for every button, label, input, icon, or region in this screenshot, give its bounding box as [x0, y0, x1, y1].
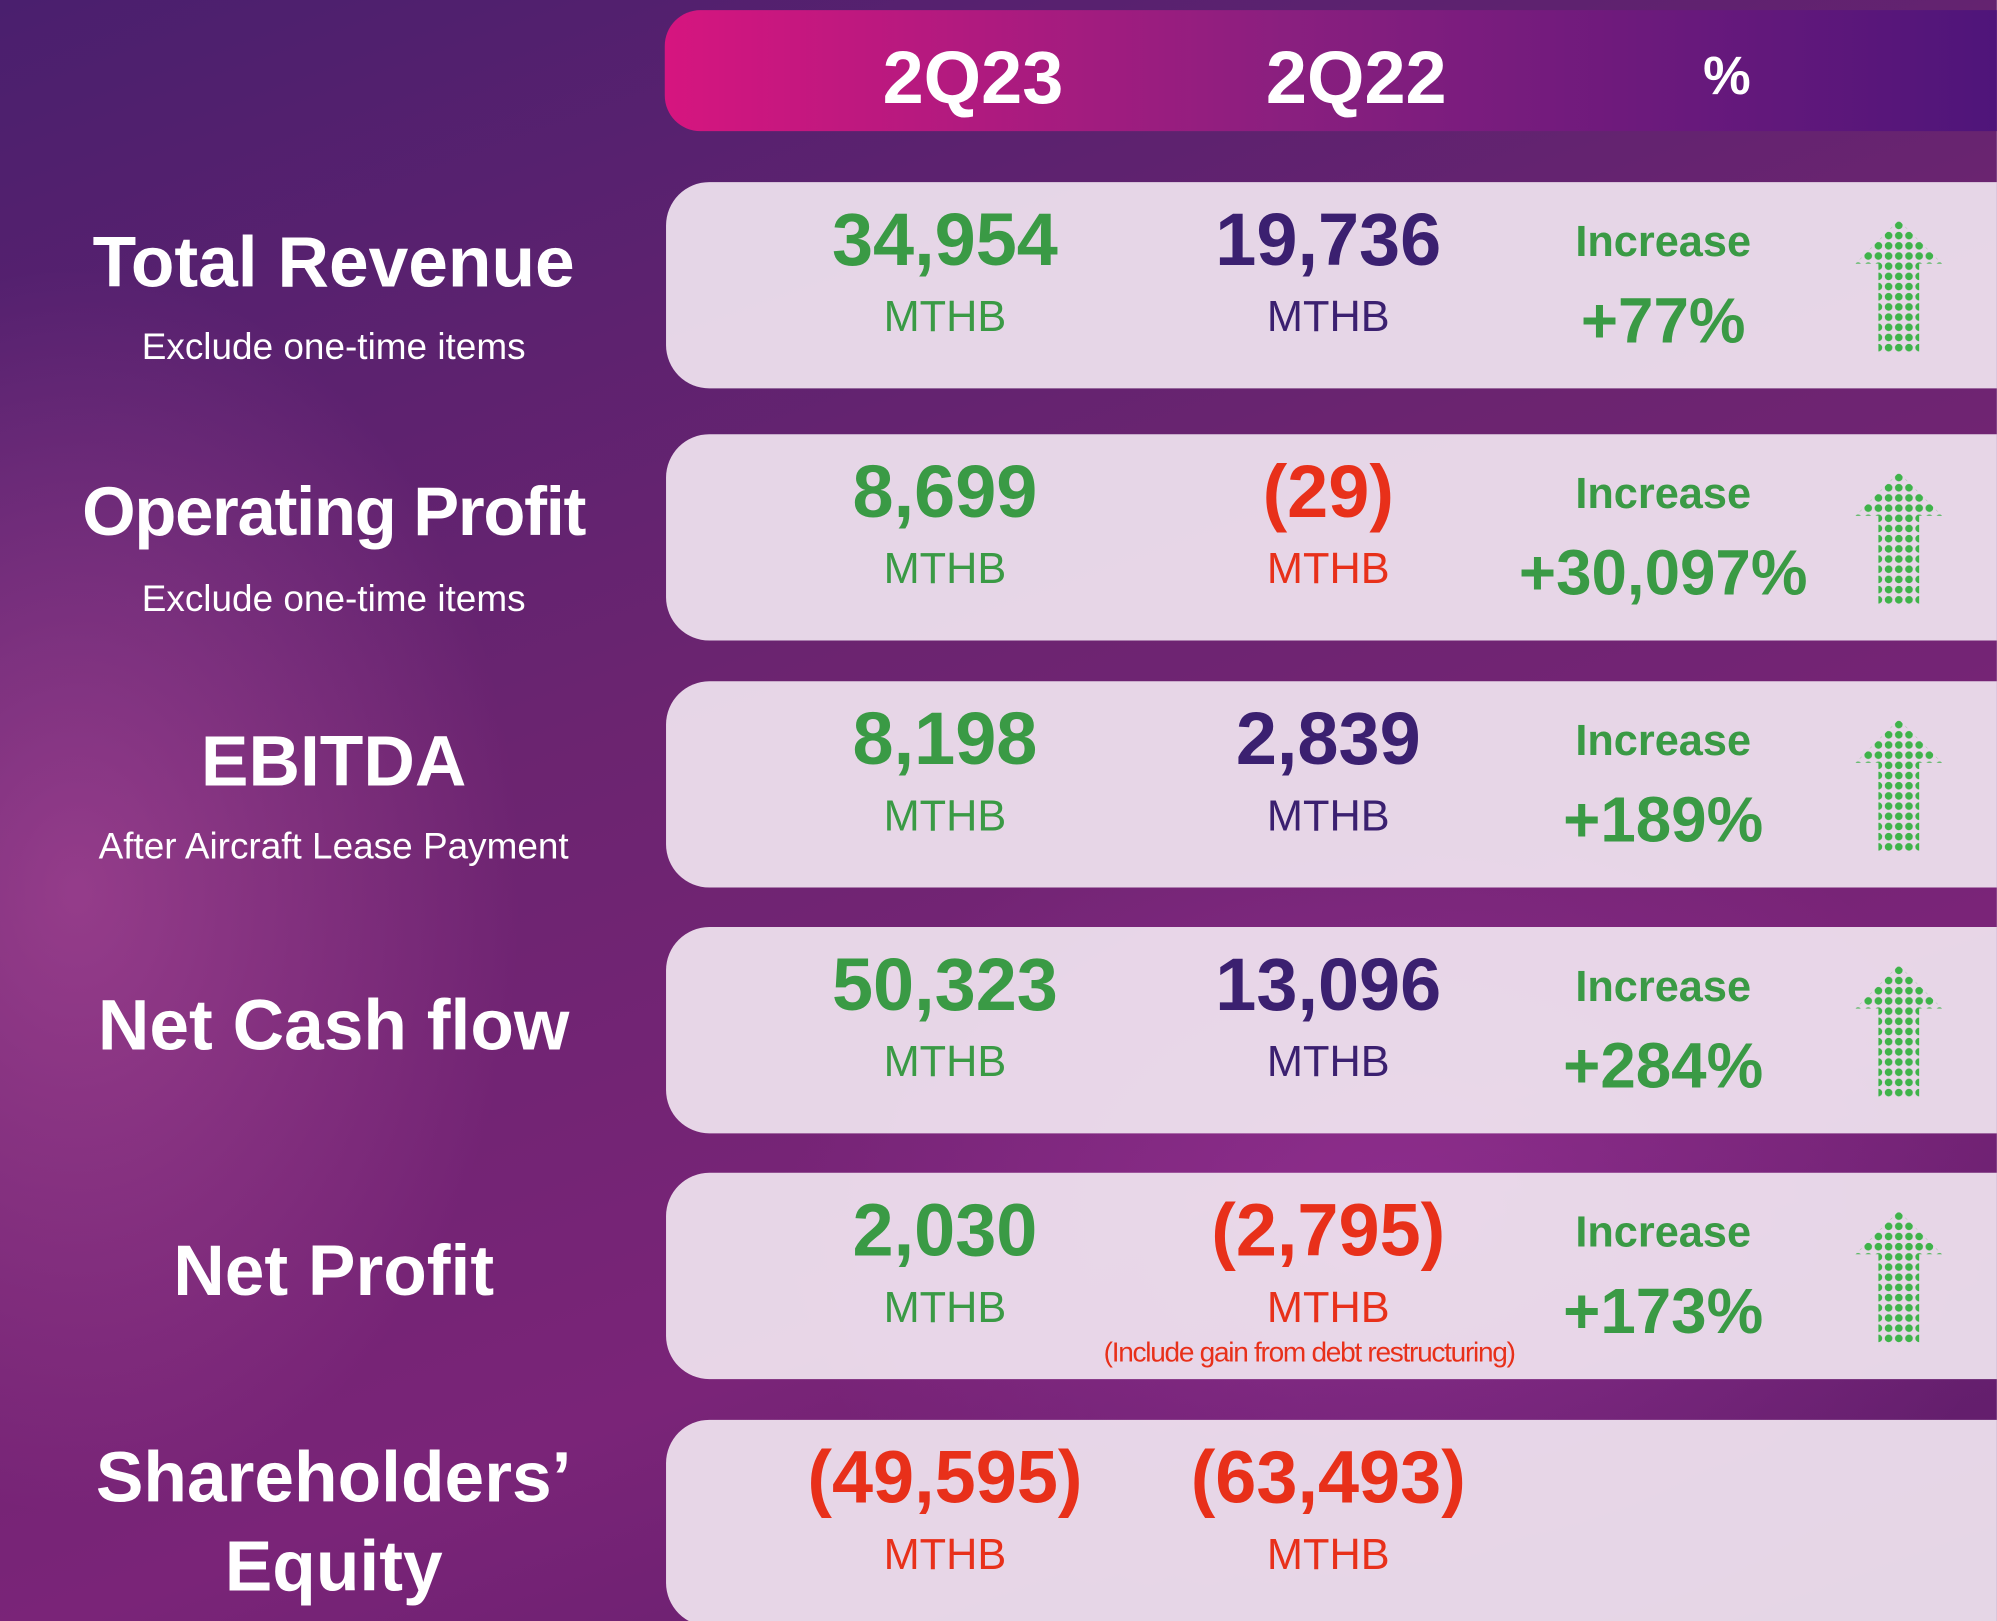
up-arrow [1855, 719, 1943, 852]
metric-unit: MTHB [1266, 1037, 1390, 1087]
up-arrow [1855, 1211, 1943, 1344]
metric-unit: MTHB [1266, 545, 1390, 594]
metric-card [666, 1172, 1997, 1380]
metric-card [666, 182, 1997, 389]
change-value: +30,097% [1518, 537, 1808, 609]
change-label: Increase [1575, 962, 1752, 1012]
metric-label: EBITDA [200, 720, 467, 801]
up-arrow [1855, 965, 1943, 1098]
change-label: Increase [1575, 1208, 1752, 1257]
metric-value: (63,493) [1190, 1436, 1466, 1520]
metric-unit: MTHB [1266, 292, 1390, 342]
change-value: +284% [1563, 1030, 1764, 1102]
change-value: +173% [1563, 1275, 1764, 1348]
metric-sublabel: Exclude one-time items [141, 579, 526, 621]
metric-note: (Include gain from debt restructuring) [1103, 1335, 1516, 1368]
metric-unit: MTHB [883, 1530, 1007, 1580]
metric-value: 8,198 [852, 697, 1038, 781]
metric-value: (2,795) [1211, 1189, 1446, 1273]
change-label: Increase [1575, 469, 1752, 519]
column-header: 2Q22 [1265, 36, 1447, 120]
up-arrow [1855, 472, 1943, 605]
metric-value: (49,595) [807, 1436, 1083, 1520]
metric-unit: MTHB [1266, 1530, 1390, 1580]
metric-value: 2,839 [1235, 697, 1421, 781]
metric-label: Net Cash flow [97, 984, 570, 1065]
metric-value: 2,030 [852, 1189, 1038, 1273]
metric-value: (29) [1262, 450, 1394, 534]
metric-value: 19,736 [1215, 198, 1442, 282]
metric-label: Total Revenue [92, 221, 575, 302]
metric-unit: MTHB [1266, 792, 1390, 841]
metric-unit: MTHB [883, 545, 1007, 594]
metric-card [666, 1419, 1997, 1621]
metric-label: Shareholders’ Equity [95, 1436, 572, 1606]
metric-unit: MTHB [883, 1283, 1007, 1332]
metric-unit: MTHB [883, 792, 1007, 841]
change-label: Increase [1575, 716, 1752, 766]
metric-card [666, 681, 1997, 888]
column-header: % [1703, 45, 1751, 106]
change-value: +77% [1580, 285, 1746, 357]
change-label: Increase [1575, 217, 1752, 267]
up-arrow [1855, 220, 1943, 353]
metric-unit: MTHB [1266, 1283, 1390, 1332]
column-header: 2Q23 [882, 36, 1064, 120]
metric-unit: MTHB [883, 292, 1007, 342]
change-value: +189% [1563, 784, 1764, 856]
metric-value: 13,096 [1215, 943, 1442, 1027]
header-bar: 2Q23 2Q22 % [664, 10, 1997, 132]
metric-sublabel: After Aircraft Lease Payment [98, 826, 569, 868]
metric-unit: MTHB [883, 1037, 1007, 1087]
metric-card [666, 434, 1997, 641]
metric-card [666, 927, 1997, 1134]
metric-label: Net Profit [173, 1230, 495, 1311]
metric-value: 50,323 [831, 943, 1058, 1027]
metric-label: Operating Profit [82, 473, 586, 551]
metric-value: 34,954 [831, 198, 1058, 282]
metric-sublabel: Exclude one-time items [141, 327, 526, 369]
metric-value: 8,699 [852, 450, 1038, 534]
